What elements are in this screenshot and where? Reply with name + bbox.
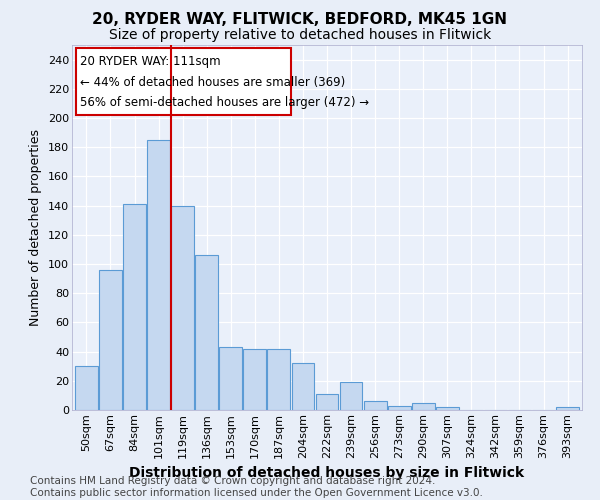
Bar xyxy=(364,401,386,410)
Bar xyxy=(171,206,194,410)
Text: 20 RYDER WAY: 111sqm: 20 RYDER WAY: 111sqm xyxy=(80,55,221,68)
Bar xyxy=(340,382,362,410)
Bar xyxy=(220,347,242,410)
Text: Size of property relative to detached houses in Flitwick: Size of property relative to detached ho… xyxy=(109,28,491,42)
Bar xyxy=(244,348,266,410)
Bar xyxy=(75,366,98,410)
Bar xyxy=(195,255,218,410)
Bar xyxy=(123,204,146,410)
X-axis label: Distribution of detached houses by size in Flitwick: Distribution of detached houses by size … xyxy=(130,466,524,480)
Text: 20, RYDER WAY, FLITWICK, BEDFORD, MK45 1GN: 20, RYDER WAY, FLITWICK, BEDFORD, MK45 1… xyxy=(92,12,508,28)
Bar xyxy=(412,402,434,410)
Text: Contains HM Land Registry data © Crown copyright and database right 2024.
Contai: Contains HM Land Registry data © Crown c… xyxy=(30,476,483,498)
Text: 56% of semi-detached houses are larger (472) →: 56% of semi-detached houses are larger (… xyxy=(80,96,370,109)
Y-axis label: Number of detached properties: Number of detached properties xyxy=(29,129,43,326)
Bar xyxy=(99,270,122,410)
Bar xyxy=(147,140,170,410)
Bar xyxy=(292,364,314,410)
Bar xyxy=(268,348,290,410)
FancyBboxPatch shape xyxy=(76,48,291,115)
Text: ← 44% of detached houses are smaller (369): ← 44% of detached houses are smaller (36… xyxy=(80,76,346,88)
Bar xyxy=(388,406,410,410)
Bar xyxy=(316,394,338,410)
Bar xyxy=(436,407,459,410)
Bar xyxy=(556,407,579,410)
